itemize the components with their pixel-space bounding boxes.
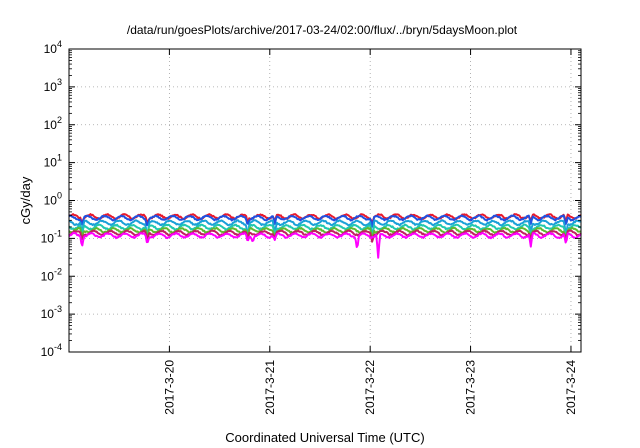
y-tick-mantissa: 10	[41, 307, 55, 321]
y-tick-mantissa: 10	[44, 156, 58, 170]
y-tick-exponent: 4	[57, 39, 62, 49]
y-tick-exponent: 1	[57, 153, 62, 163]
y-axis-label: cGy/day	[18, 176, 33, 224]
y-tick-exponent: 0	[57, 191, 62, 201]
y-tick-label: 10-2	[41, 266, 62, 283]
y-tick-mantissa: 10	[41, 345, 55, 359]
y-tick-exponent: -2	[54, 266, 62, 276]
y-tick-label: 102	[44, 115, 62, 132]
y-tick-mantissa: 10	[44, 80, 58, 94]
x-tick-label: 2017-3-22	[363, 360, 377, 415]
x-tick-label: 2017-3-24	[564, 360, 578, 415]
y-tick-label: 104	[44, 39, 62, 56]
grid	[69, 49, 581, 352]
y-tick-label: 103	[44, 77, 62, 94]
y-tick-exponent: -4	[54, 342, 62, 352]
y-tick-mantissa: 10	[41, 231, 55, 245]
x-tick-label: 2017-3-20	[162, 360, 176, 415]
y-tick-exponent: 2	[57, 115, 62, 125]
y-tick-exponent: 3	[57, 77, 62, 87]
y-tick-label: 101	[44, 153, 62, 170]
chart-title: /data/run/goesPlots/archive/2017-03-24/0…	[127, 23, 518, 37]
y-tick-mantissa: 10	[41, 269, 55, 283]
y-tick-label: 100	[44, 191, 62, 208]
y-tick-label: 10-1	[41, 228, 62, 245]
y-tick-label: 10-4	[41, 342, 62, 359]
series-line	[68, 232, 582, 259]
series-line	[69, 219, 581, 243]
series-line	[68, 226, 582, 241]
x-tick-label: 2017-3-23	[464, 360, 478, 415]
y-tick-exponent: -3	[54, 304, 62, 314]
x-axis-label: Coordinated Universal Time (UTC)	[225, 430, 424, 445]
y-tick-label: 10-3	[41, 304, 62, 321]
y-tick-mantissa: 10	[44, 42, 58, 56]
series-layer	[68, 213, 582, 259]
y-tick-exponent: -1	[54, 228, 62, 238]
x-tick-label: 2017-3-21	[263, 360, 277, 415]
series-line	[68, 223, 582, 239]
x-axis: 2017-3-20 2017-3-21 2017-3-22 2017-3-23 2017…	[162, 49, 578, 415]
y-tick-mantissa: 10	[44, 118, 58, 132]
y-tick-mantissa: 10	[44, 194, 58, 208]
series-line	[68, 214, 582, 228]
